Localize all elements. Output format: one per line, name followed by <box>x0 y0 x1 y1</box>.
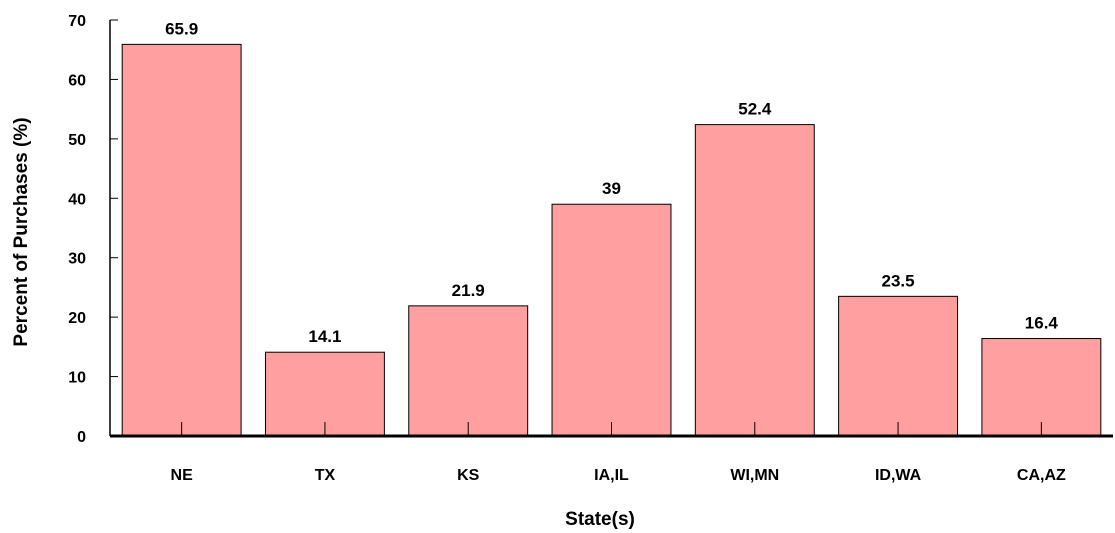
y-tick-label: 70 <box>68 13 86 30</box>
x-tick-label: NE <box>171 467 194 484</box>
axes-group <box>109 20 1113 438</box>
x-tick-label: WI,MN <box>730 467 779 484</box>
data-label: 16.4 <box>1025 314 1059 333</box>
y-tick-label: 40 <box>68 191 86 208</box>
x-axis-title: State(s) <box>565 509 635 530</box>
y-ticks-group: 0 10 20 30 40 50 60 70 <box>68 13 118 446</box>
bar <box>408 305 529 437</box>
x-tick-label: IA,IL <box>594 467 629 484</box>
x-tick-label: CA,AZ <box>1017 467 1066 484</box>
bar <box>838 295 959 437</box>
bar <box>981 338 1102 437</box>
data-label: 14.1 <box>308 327 341 346</box>
x-tick-labels-group: NE TX KS IA,IL WI,MN ID,WA CA,AZ <box>171 467 1066 484</box>
data-label: 21.9 <box>452 281 485 300</box>
y-tick-label: 20 <box>68 310 86 327</box>
data-label: 39 <box>602 179 621 198</box>
y-tick-label: 10 <box>68 370 86 387</box>
bar <box>121 43 242 437</box>
data-labels-group: 65.9 14.1 21.9 39 52.4 23.5 16.4 <box>165 19 1058 346</box>
y-axis-title: Percent of Purchases (%) <box>11 117 32 346</box>
data-label: 23.5 <box>882 271 915 290</box>
data-label: 52.4 <box>738 100 772 119</box>
y-tick-label: 60 <box>68 72 86 89</box>
bars-group <box>121 43 1102 437</box>
data-label: 65.9 <box>165 19 198 38</box>
x-tick-label: ID,WA <box>875 467 922 484</box>
y-tick-label: 0 <box>77 429 86 446</box>
bar <box>551 203 672 437</box>
y-tick-label: 30 <box>68 251 86 268</box>
x-tick-label: TX <box>315 467 336 484</box>
x-tick-label: KS <box>457 467 480 484</box>
bar <box>694 124 815 437</box>
y-tick-label: 50 <box>68 132 86 149</box>
